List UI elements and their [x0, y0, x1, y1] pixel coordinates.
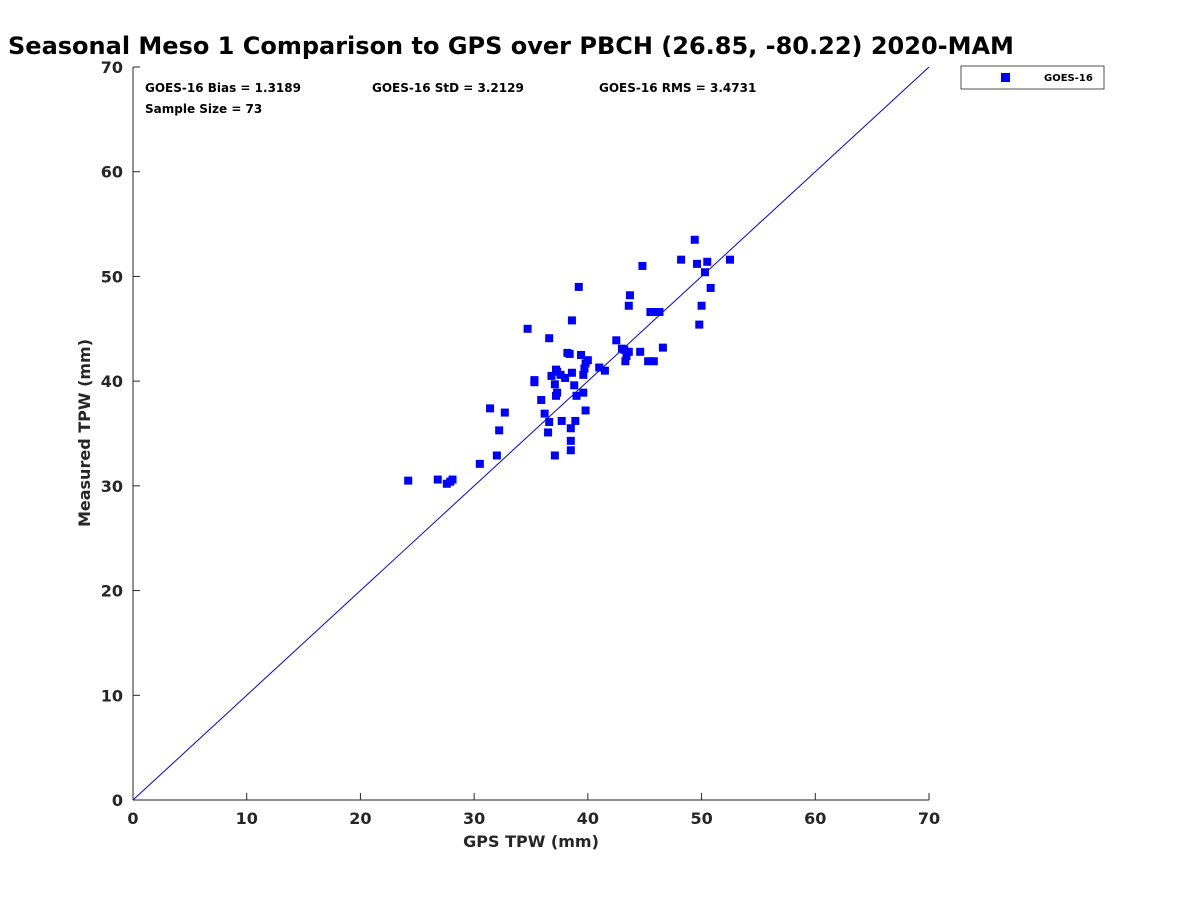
data-point: [595, 363, 604, 372]
y-tick-label: 40: [101, 372, 123, 391]
data-point: [726, 255, 734, 264]
data-point: [545, 417, 554, 426]
data-point: [624, 301, 633, 310]
data-point: [703, 257, 712, 266]
x-axis-label: GPS TPW (mm): [463, 832, 599, 851]
x-tick-label: 70: [918, 809, 940, 828]
data-point: [570, 381, 579, 390]
y-tick-label: 50: [101, 267, 123, 286]
data-point: [577, 350, 586, 359]
legend-box: [960, 65, 1105, 90]
legend-marker-square: [1001, 73, 1010, 82]
data-point: [553, 388, 562, 397]
y-axis-label: Measured TPW (mm): [75, 339, 94, 527]
data-point: [566, 446, 575, 455]
data-point: [580, 364, 589, 373]
data-point: [581, 406, 590, 415]
data-point: [579, 370, 588, 379]
plot-area: 0 10 20 30 40 50 60 70 0 10 20 30 40 50 60 70: [101, 58, 940, 828]
y-tick-label: 20: [101, 582, 123, 601]
data-point: [552, 365, 561, 374]
data-point: [547, 371, 556, 380]
data-point: [545, 334, 554, 343]
data-point: [646, 308, 655, 317]
data-point: [572, 391, 581, 400]
data-point: [557, 416, 566, 425]
data-point: [475, 459, 484, 468]
data-point: [677, 255, 686, 264]
data-point: [574, 282, 583, 291]
data-point: [600, 366, 609, 375]
data-point: [566, 436, 575, 445]
data-point: [495, 426, 504, 435]
data-point: [448, 475, 457, 484]
stat-bias: GOES-16 Bias = 1.3189: [145, 81, 301, 95]
data-point: [624, 347, 633, 356]
data-point: [566, 424, 575, 433]
data-point: [567, 316, 576, 325]
y-tick-label: 70: [101, 58, 123, 77]
data-point: [638, 261, 647, 270]
data-point: [530, 376, 539, 385]
data-point: [567, 368, 576, 377]
data-point: [537, 395, 546, 404]
x-tick-label: 40: [577, 809, 599, 828]
data-point: [433, 475, 442, 484]
data-point: [658, 343, 667, 352]
data-point: [644, 357, 653, 366]
data-point: [571, 416, 580, 425]
x-tick-label: 0: [127, 809, 138, 828]
data-point: [622, 352, 631, 361]
stat-sample-size: Sample Size = 73: [145, 102, 262, 116]
data-point: [612, 336, 621, 345]
data-point: [550, 380, 559, 389]
y-tick-label: 0: [112, 791, 123, 810]
x-ticks: 0 10 20 30 40 50 60 70: [127, 793, 940, 828]
data-point: [697, 301, 706, 310]
data-point: [544, 428, 553, 437]
y-tick-label: 30: [101, 477, 123, 496]
x-tick-label: 20: [349, 809, 371, 828]
one-to-one-line: [132, 66, 930, 801]
y-ticks: 0 10 20 30 40 50 60 70: [101, 58, 140, 810]
data-point: [492, 451, 501, 460]
stat-rms: GOES-16 RMS = 3.4731: [599, 81, 756, 95]
y-tick-label: 60: [101, 163, 123, 182]
legend-label: GOES-16: [1044, 73, 1093, 84]
data-point: [649, 357, 658, 366]
data-point: [404, 476, 413, 485]
data-point: [561, 374, 570, 383]
data-point: [523, 324, 532, 333]
legend: GOES-16: [960, 65, 1105, 90]
data-point: [540, 409, 549, 418]
chart-title: Seasonal Meso 1 Comparison to GPS over P…: [8, 32, 1014, 60]
data-point: [500, 408, 509, 417]
data-point: [690, 235, 699, 244]
x-tick-label: 60: [804, 809, 826, 828]
data-point: [486, 404, 495, 413]
data-point: [621, 357, 630, 366]
data-point: [583, 356, 592, 365]
data-point: [700, 268, 709, 277]
data-point: [693, 259, 702, 268]
data-point: [625, 291, 634, 300]
data-point: [695, 320, 704, 329]
data-point: [579, 388, 588, 397]
x-tick-label: 50: [690, 809, 712, 828]
data-point: [550, 451, 559, 460]
stat-std: GOES-16 StD = 3.2129: [372, 81, 524, 95]
data-point: [617, 344, 626, 353]
data-point: [636, 347, 645, 356]
x-tick-label: 30: [463, 809, 485, 828]
data-point: [706, 283, 715, 292]
data-point: [655, 308, 664, 317]
data-point: [556, 370, 565, 379]
x-tick-label: 10: [236, 809, 258, 828]
y-tick-label: 10: [101, 686, 123, 705]
series-goes16-points: [404, 235, 734, 488]
data-point: [565, 349, 574, 358]
